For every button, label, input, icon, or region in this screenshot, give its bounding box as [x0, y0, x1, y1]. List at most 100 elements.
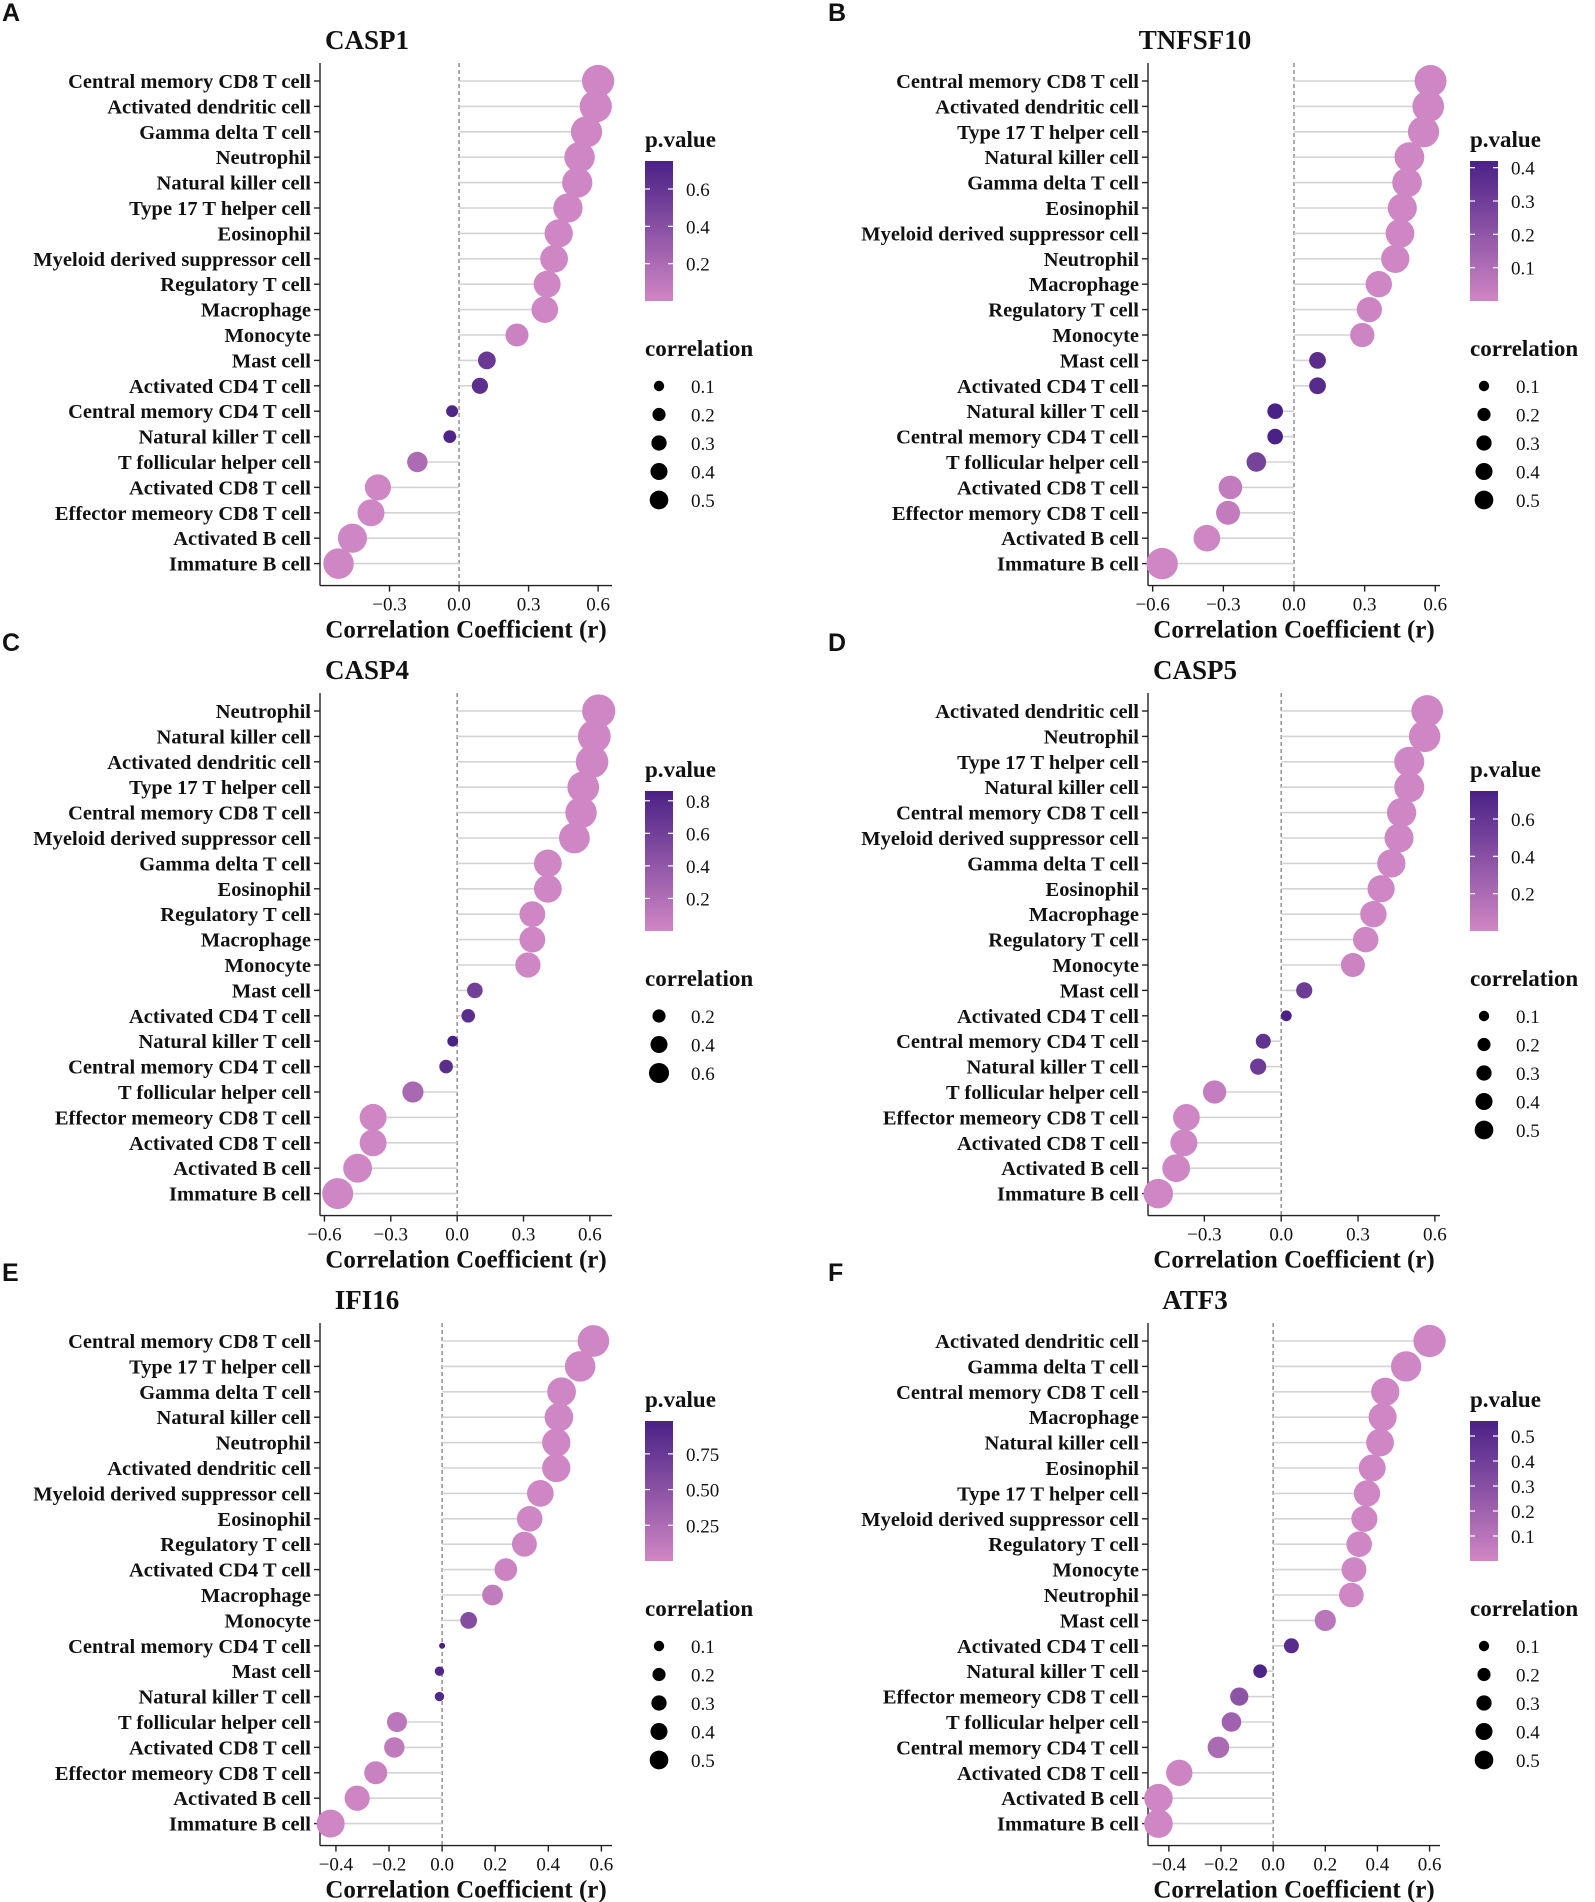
lollipop-dot [1255, 1033, 1271, 1049]
size-legend-dot [1475, 462, 1493, 481]
category-label: Myeloid derived suppressor cell [33, 828, 311, 850]
colorbar-tick-label: 0.4 [1511, 159, 1535, 180]
category-label: Eosinophil [1046, 879, 1140, 901]
x-tick-label: −0.3 [374, 1225, 408, 1246]
category-label: Immature B cell [997, 554, 1139, 576]
x-tick-label: 0.0 [430, 1855, 454, 1876]
correlation-size-legend: correlation 0.1 0.2 0.3 0.4 0.5 [645, 1596, 753, 1772]
colorbar-tick-label: 0.2 [1511, 1502, 1535, 1523]
category-label: Natural killer T cell [966, 1661, 1139, 1683]
category-label: Regulatory T cell [988, 930, 1139, 952]
category-label: Central memory CD8 T cell [68, 71, 311, 93]
lollipop-dot [547, 1377, 576, 1407]
lollipop-dot [1394, 142, 1425, 173]
lollipop-dot [1144, 1783, 1173, 1813]
lollipop-dot [511, 1531, 537, 1557]
category-label: Mast cell [1060, 980, 1139, 1002]
size-legend-label: 0.2 [691, 1666, 715, 1687]
size-legend-label: 0.1 [691, 377, 715, 398]
size-legend-label: 0.5 [1516, 1121, 1540, 1142]
pvalue-legend: p.value 0.6 0.4 0.2 [645, 127, 716, 301]
lollipop-dot [1314, 1609, 1336, 1632]
category-label: Regulatory T cell [160, 1534, 311, 1556]
category-label: Neutrophil [216, 701, 312, 723]
x-tick-label: 0.2 [1313, 1855, 1337, 1876]
size-legend-label: 0.5 [691, 1751, 715, 1772]
pvalue-colorbar [1470, 161, 1498, 301]
category-label: Central memory CD8 T cell [68, 803, 311, 825]
category-label: Natural killer cell [157, 1407, 312, 1429]
lollipop-dot [1394, 746, 1425, 777]
category-label: Central memory CD4 T cell [68, 1636, 311, 1658]
lollipop-dot [540, 244, 568, 273]
lollipop-dot [1346, 1531, 1372, 1557]
size-legend-dot [651, 1695, 667, 1711]
pvalue-legend: p.value 0.5 0.4 0.3 0.2 0.1 [1470, 1387, 1541, 1561]
lollipop-dot [1352, 926, 1379, 953]
category-label: Macrophage [201, 930, 311, 952]
lollipop-dot [1368, 1403, 1397, 1432]
category-label: Central memory CD8 T cell [896, 1382, 1139, 1404]
x-tick-label: 0.4 [1366, 1855, 1390, 1876]
lollipop-dot [1407, 116, 1440, 148]
colorbar-tick-label: 0.6 [1511, 810, 1535, 831]
lollipop-dot [542, 1453, 571, 1483]
pvalue-legend: p.value 0.8 0.6 0.4 0.2 [645, 757, 716, 931]
lollipop-dot [553, 193, 583, 223]
category-label: Activated B cell [1001, 528, 1139, 550]
x-tick-label: 0.0 [1261, 1855, 1285, 1876]
colorbar-tick-label: 0.3 [1511, 192, 1535, 213]
panel-title: ATF3 [1162, 1285, 1228, 1315]
lollipop-dot [1356, 296, 1382, 323]
colorbar-tick-label: 0.2 [686, 255, 710, 276]
colorbar-tick-label: 0.4 [1511, 847, 1535, 868]
panel-title: CASP1 [325, 25, 409, 55]
category-label: Activated B cell [173, 1158, 311, 1180]
size-legend-dot [1477, 407, 1491, 422]
x-axis-label: Correlation Coefficient (r) [1153, 1877, 1434, 1902]
category-label: Immature B cell [169, 1814, 311, 1836]
category-label: Activated CD4 T cell [957, 376, 1139, 398]
size-legend-title: correlation [645, 336, 753, 361]
category-label: Mast cell [232, 1661, 311, 1683]
lollipop-dot [1394, 772, 1425, 803]
size-legend-dot [649, 490, 669, 510]
lollipop-dot [1221, 1712, 1242, 1732]
lollipop-dot [1365, 271, 1392, 298]
panel-letter: A [2, 0, 20, 27]
size-legend-dot [650, 1722, 668, 1741]
panel-letter: D [828, 629, 846, 657]
size-legend-title: correlation [645, 1596, 753, 1621]
lollipop-dot [1386, 797, 1417, 828]
size-legend-label: 0.2 [1516, 406, 1540, 427]
category-label: Myeloid derived suppressor cell [33, 249, 311, 271]
category-label: T follicular helper cell [946, 1712, 1139, 1734]
lollipop-dot [565, 796, 597, 829]
lollipop-dot [323, 548, 354, 579]
category-label: Eosinophil [1046, 198, 1140, 220]
lollipop-dot [570, 116, 603, 148]
category-label: Neutrophil [216, 1433, 312, 1455]
colorbar-tick-label: 0.5 [1511, 1427, 1535, 1448]
category-label: Type 17 T helper cell [129, 777, 311, 799]
lollipop-dot [1408, 720, 1441, 753]
x-axis-label: Correlation Coefficient (r) [1153, 617, 1434, 644]
size-legend-label: 0.4 [1516, 463, 1540, 484]
size-legend-label: 0.5 [1516, 491, 1540, 512]
lollipop-dot [542, 1428, 571, 1457]
pvalue-legend: p.value 0.75 0.50 0.25 [645, 1387, 719, 1561]
lollipop-dot [505, 323, 529, 347]
lollipop-dot [1250, 1058, 1267, 1075]
size-legend-dot [652, 1667, 666, 1682]
category-label: Monocyte [224, 955, 311, 977]
colorbar-tick-label: 0.75 [686, 1445, 719, 1466]
category-label: Macrophage [201, 300, 311, 322]
size-legend-dot [1475, 1092, 1493, 1111]
lollipop-dot [467, 982, 483, 999]
x-tick-label: −0.4 [319, 1855, 354, 1876]
lollipop-dot [533, 874, 562, 903]
colorbar-tick-label: 0.3 [1511, 1477, 1535, 1498]
lollipop-dot [581, 64, 615, 98]
